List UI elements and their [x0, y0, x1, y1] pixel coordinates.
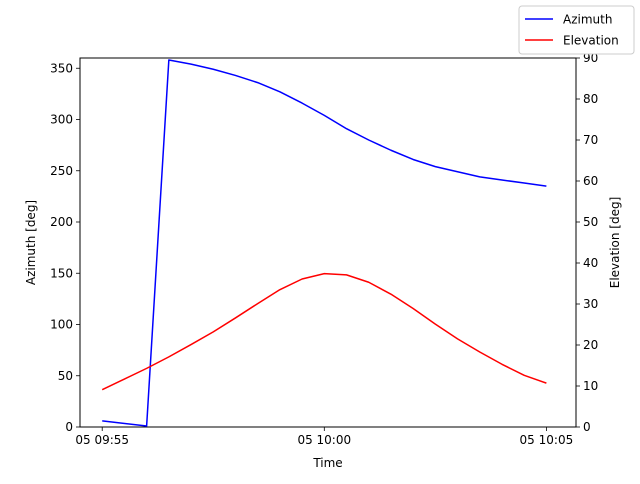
y-left-axis-label: Azimuth [deg]: [24, 200, 38, 285]
y-right-tick-label: 60: [583, 174, 598, 188]
y-left-tick-label: 350: [50, 61, 73, 75]
y-right-tick-label: 80: [583, 92, 598, 106]
y-right-tick-label: 0: [583, 420, 591, 434]
y-left-tick-label: 300: [50, 113, 73, 127]
y-right-tick-label: 20: [583, 338, 598, 352]
series-line-elevation: [101, 272, 547, 391]
plot-frame: [79, 57, 577, 428]
legend-box: [518, 5, 635, 55]
y-left-tick-label: 150: [50, 266, 73, 280]
x-tick-label: 05 10:00: [297, 433, 351, 447]
legend: Azimuth Elevation: [518, 5, 635, 55]
y-right-tick-label: 30: [583, 297, 598, 311]
y-right-tick-label: 70: [583, 133, 598, 147]
y-left-tick-label: 50: [58, 369, 73, 383]
y-right-tick-label: 10: [583, 379, 598, 393]
y-right-tick-label: 40: [583, 256, 598, 270]
y-left-tick-label: 250: [50, 164, 73, 178]
x-tick-label: 05 09:55: [75, 433, 129, 447]
y-left-tick-label: 0: [65, 420, 73, 434]
y-left-tick-label: 100: [50, 318, 73, 332]
series-layer: [101, 59, 547, 427]
x-axis-label: Time: [312, 456, 342, 470]
legend-label-elevation: Elevation: [563, 34, 619, 48]
y-right-tick-label: 50: [583, 215, 598, 229]
legend-label-azimuth: Azimuth: [563, 13, 612, 27]
x-tick-label: 05 10:05: [520, 433, 574, 447]
y-right-axis-label: Elevation [deg]: [608, 197, 622, 289]
axis-layer: 0501001502002503003500102030405060708090…: [50, 51, 598, 447]
y-left-tick-label: 200: [50, 215, 73, 229]
series-line-azimuth: [102, 59, 547, 427]
